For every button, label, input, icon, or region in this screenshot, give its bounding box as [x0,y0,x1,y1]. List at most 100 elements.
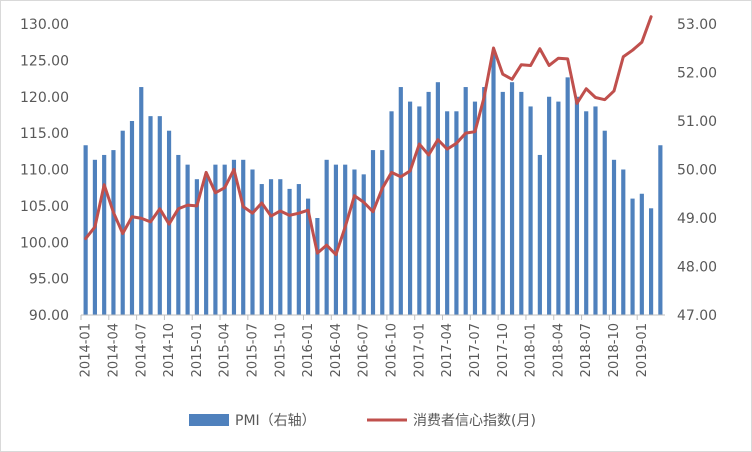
legend-label-consumer-confidence: 消费者信心指数(月) [413,413,536,429]
x-tick-label: 2015-01 [190,323,205,377]
pmi-bar [343,164,348,315]
pmi-bar [584,111,589,315]
x-tick-label: 2015-07 [245,323,260,377]
pmi-bar [398,87,403,315]
right-y-tick-label: 53.00 [677,17,717,33]
x-tick-label: 2015-10 [273,323,288,377]
left-y-tick-label: 105.00 [20,199,69,215]
pmi-bar [639,193,644,315]
left-y-tick-label: 95.00 [29,272,69,288]
right-y-tick-label: 48.00 [677,260,717,276]
pmi-bar [435,82,440,315]
pmi-bar [213,164,218,315]
pmi-bar [500,91,505,316]
pmi-bar [565,77,570,315]
pmi-bar [649,208,654,315]
pmi-bar [519,91,524,316]
pmi-bar [370,150,376,315]
pmi-bar [556,101,561,315]
x-tick-label: 2017-07 [468,323,483,377]
consumer-confidence-series-line [84,15,653,257]
x-tick-label: 2014-01 [79,323,94,377]
pmi-bar [658,145,663,315]
right-y-tick-label: 50.00 [677,163,717,179]
x-tick-label: 2018-07 [579,323,594,377]
x-tick-label: 2015-04 [218,323,233,377]
pmi-bar [296,184,301,315]
pmi-bar [454,111,459,315]
left-y-tick-label: 130.00 [20,17,69,33]
pmi-bar [315,218,320,315]
pmi-bar [472,101,478,315]
pmi-bar [426,91,431,316]
pmi-bar [324,159,329,315]
x-tick-label: 2014-04 [106,323,121,377]
pmi-bar [611,159,617,315]
consumer-confidence-line [84,15,653,257]
x-axis: 2014-01 2014-04 2014-07 2014-10 2015-01 2015-… [79,314,665,377]
legend-label-pmi: PMI（右轴） [235,413,316,429]
x-tick-label: 2019-01 [635,323,650,377]
pmi-bar [222,164,227,315]
pmi-bar [528,106,533,315]
pmi-bars [83,53,663,316]
pmi-bar [83,145,88,315]
left-y-axis: 90.00 95.00 100.00 105.00 110.00 115.00 120.00… [20,17,69,324]
pmi-bar [111,150,116,315]
x-tick-label: 2014-07 [134,323,149,377]
pmi-bar [491,53,496,315]
pmi-bar [463,87,468,315]
pmi-bar [509,82,515,315]
left-y-tick-label: 125.00 [20,53,69,69]
legend-swatch-pmi [189,414,229,426]
right-y-tick-label: 47.00 [677,308,717,324]
pmi-bar [602,130,607,315]
pmi-bar [333,164,339,315]
pmi-bar [185,164,190,315]
pmi-bar [380,150,385,315]
pmi-bar [176,154,181,315]
legend: PMI（右轴） 消费者信心指数(月) [189,413,536,429]
pmi-bar [482,87,487,315]
pmi-bar [574,96,580,315]
pmi-bar [194,179,199,315]
pmi-bar [148,116,153,316]
pmi-bar [537,154,542,315]
pmi-bar [204,174,209,315]
pmi-bar [417,106,422,315]
x-tick-label: 2018-01 [524,323,539,377]
pmi-bar [593,106,598,315]
x-tick-label: 2016-07 [357,323,372,377]
pmi-bar [630,198,635,315]
x-tick-label: 2017-04 [440,323,455,377]
pmi-bar [120,130,125,315]
pmi-bar [268,179,274,315]
left-y-tick-label: 100.00 [20,235,69,251]
pmi-bar [287,188,292,315]
x-tick-label: 2017-10 [496,323,511,377]
pmi-bar [621,169,626,315]
x-tick-label: 2018-04 [551,323,566,377]
pmi-bar [92,159,97,315]
pmi-bar [389,111,394,315]
x-tick-label: 2017-01 [412,323,427,377]
pmi-bar [445,111,450,315]
left-y-tick-label: 120.00 [20,90,69,106]
right-y-tick-label: 49.00 [677,211,717,227]
right-y-tick-label: 52.00 [677,66,717,82]
pmi-bar [278,179,283,315]
pmi-bar [259,184,264,315]
right-y-axis: 47.00 48.00 49.00 50.00 51.00 52.00 53.00 [677,17,717,324]
pmi-bar [102,154,107,315]
right-y-tick-label: 51.00 [677,114,717,130]
left-y-tick-label: 90.00 [29,308,69,324]
pmi-bar [306,198,311,315]
x-tick-label: 2018-10 [607,323,622,377]
pmi-bar [352,169,357,315]
pmi-bar [157,116,162,316]
pmi-bar [250,169,255,315]
pmi-bar [547,96,552,315]
pmi-bar [231,159,237,315]
